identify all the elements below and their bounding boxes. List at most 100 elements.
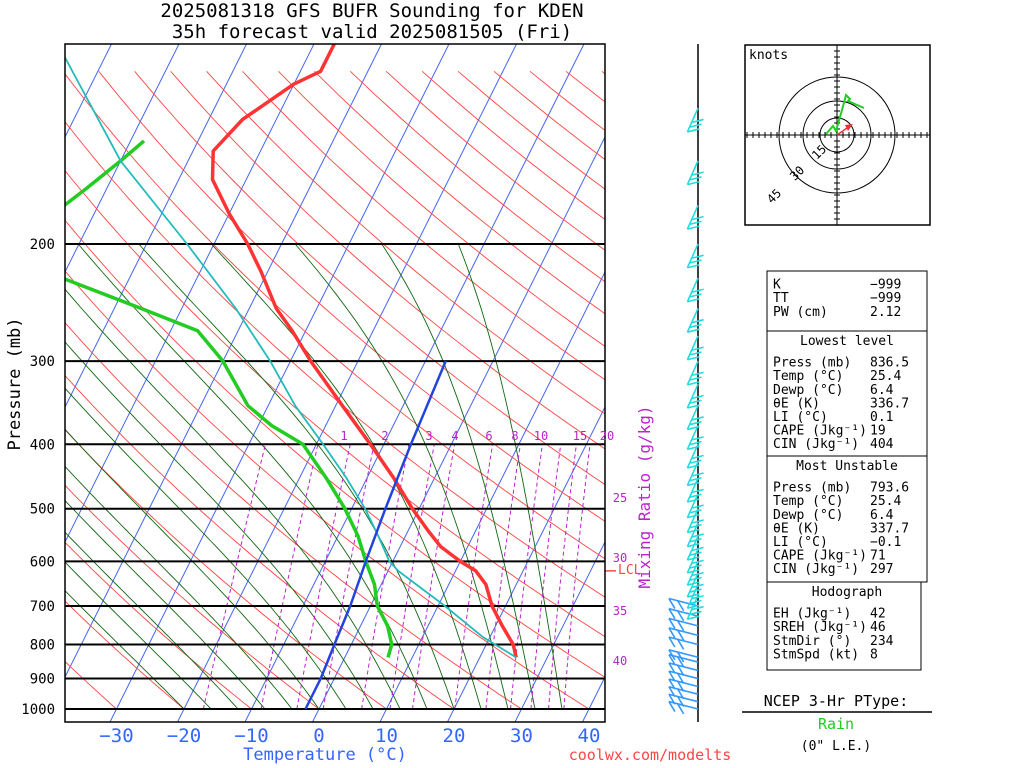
- wind-barb-feather: [689, 176, 702, 181]
- wind-barb-shaft: [686, 443, 699, 469]
- wind-barb-feather: [668, 618, 676, 629]
- wind-barb: [668, 653, 699, 668]
- mixing-ratio-line: [548, 444, 577, 710]
- mixing-ratio-label: 3: [425, 429, 432, 443]
- wind-barb-feather: [687, 542, 700, 548]
- index-lowest-value: 336.7: [870, 396, 909, 411]
- wind-barb-shaft: [668, 617, 699, 627]
- wind-barb-feather: [689, 588, 702, 593]
- wind-barb-feather: [691, 488, 704, 494]
- index-hodo-label: StmSpd (kt): [773, 647, 859, 662]
- index-unstable-value: 297: [870, 562, 893, 577]
- wind-barb-feather: [689, 538, 702, 543]
- index-unstable-label: CAPE (Jkg⁻¹): [773, 549, 867, 564]
- mixing-ratio-label: 10: [534, 429, 548, 443]
- wind-barb-feather: [668, 662, 676, 674]
- wind-barb-feather: [691, 215, 704, 221]
- indices-box-hodo: [766, 581, 922, 671]
- wind-barb: [668, 617, 699, 632]
- wind-barb-feather: [689, 551, 702, 557]
- wind-barb-feather: [668, 598, 676, 609]
- mixing-ratio-line: [510, 444, 543, 710]
- wind-barb-feather: [689, 576, 702, 582]
- dry-adiabat: [134, 71, 605, 486]
- indices-table: K −999 TT −999 PW (cm) 2.12 Lowest level Press …: [766, 270, 928, 671]
- wind-barb-feather: [689, 376, 702, 381]
- lcl-label: LCL: [618, 563, 642, 578]
- mixing-ratio-label: 20: [600, 429, 614, 443]
- wind-barb-feather: [689, 123, 702, 128]
- chart-title: 2025081318 GFS BUFR Sounding for KDEN: [160, 0, 583, 22]
- wind-barb-feather: [691, 583, 704, 589]
- index-lowest-label: LI (°C): [773, 410, 828, 425]
- wind-barb-feather: [676, 600, 685, 612]
- x-axis-label: Temperature (°C): [243, 745, 407, 765]
- isotherm: [244, 44, 585, 722]
- wind-barb-feather: [689, 351, 702, 356]
- index-unstable-title: Most Unstable: [796, 459, 898, 474]
- temperature-tick-label: 20: [443, 725, 466, 747]
- index-unstable-value: 25.4: [870, 494, 901, 509]
- dry-adiabat: [65, 600, 185, 710]
- index-unstable-label: Temp (°C): [773, 494, 843, 509]
- mixing-ratio-label: 35: [613, 604, 627, 618]
- wind-barb-feather: [687, 381, 700, 386]
- dewpoint-profile: [65, 139, 394, 658]
- wind-barb-feather: [691, 571, 704, 577]
- wind-barb-feather: [676, 620, 685, 632]
- temperature-tick-label: 40: [578, 725, 601, 747]
- wind-barb: [686, 360, 704, 386]
- isotherm: [176, 44, 518, 722]
- index-unstable-label: Dewp (°C): [773, 508, 843, 523]
- index-unstable-value: 6.4: [870, 508, 894, 523]
- wind-barb: [668, 649, 699, 663]
- mixing-ratio-line: [202, 444, 266, 710]
- wind-barb-feather: [691, 118, 704, 124]
- temperature-tick-label: 10: [375, 725, 398, 747]
- mixing-ratio-axis-label: Mixing Ratio (g/kg): [635, 405, 654, 588]
- dry-adiabat: [65, 429, 387, 710]
- wind-barb-feather: [687, 481, 700, 487]
- mixing-ratio-line: [485, 444, 521, 710]
- wind-barb-feather: [689, 599, 702, 605]
- dry-adiabat: [65, 541, 252, 710]
- wind-barb-shaft: [668, 649, 699, 659]
- wind-barb-feather: [687, 180, 700, 186]
- pressure-tick-label: 400: [30, 437, 55, 453]
- index-lowest-value: 836.5: [870, 356, 909, 371]
- wind-barb-feather: [691, 472, 704, 477]
- wind-barb-feather: [687, 528, 700, 534]
- wind-barb-feather: [689, 420, 702, 426]
- wind-barb-feather: [691, 436, 704, 441]
- plot-frame: [64, 43, 606, 723]
- mixing-ratio-line: [563, 444, 591, 710]
- index-lowest-label: θE (K): [773, 396, 820, 411]
- reference-trace: [304, 360, 447, 710]
- mixing-ratio-label: 1: [340, 429, 347, 443]
- wind-barb-feather: [689, 509, 702, 514]
- wind-barb-shaft: [686, 508, 699, 533]
- wind-barb-shaft: [686, 383, 699, 409]
- temperature-tick-label: −20: [167, 725, 201, 747]
- index-unstable-value: 71: [870, 549, 886, 564]
- index-basic-value: 2.12: [870, 305, 901, 320]
- wind-barb-feather: [691, 416, 704, 421]
- index-hodo-title: Hodograph: [812, 585, 882, 600]
- isotherm: [65, 44, 248, 409]
- index-basic-value: −999: [870, 291, 901, 306]
- index-lowest-value: 25.4: [870, 369, 901, 384]
- wind-barb: [686, 561, 704, 586]
- wind-barb-feather: [689, 493, 702, 499]
- wind-barb-feather: [676, 703, 685, 715]
- wind-barb-feather: [691, 394, 704, 400]
- wind-barb: [686, 425, 704, 451]
- wind-barb-feather: [687, 464, 700, 469]
- index-lowest-value: 6.4: [870, 383, 894, 398]
- index-lowest-label: Temp (°C): [773, 369, 843, 384]
- wind-barb-shaft: [686, 561, 699, 586]
- wind-barb: [668, 627, 699, 641]
- dry-adiabat: [65, 660, 117, 710]
- wind-barb: [686, 443, 704, 469]
- index-lowest-value: 19: [870, 424, 886, 439]
- pressure-tick-label: 300: [30, 354, 55, 370]
